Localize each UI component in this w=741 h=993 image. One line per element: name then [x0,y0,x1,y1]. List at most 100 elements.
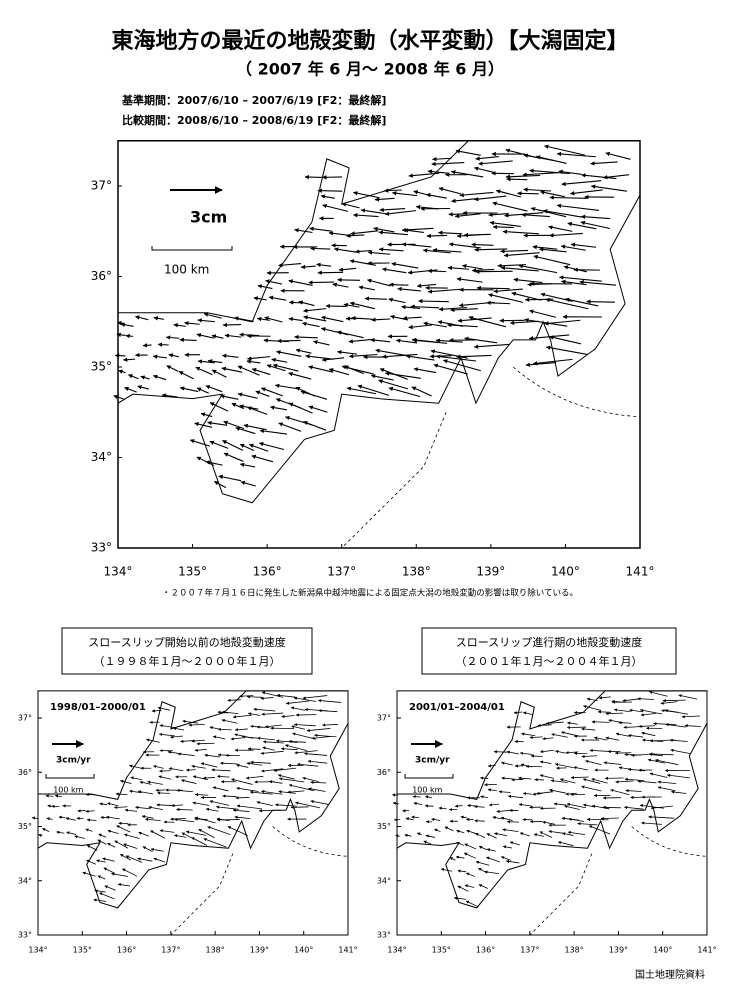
displacement-arrow [271,357,288,363]
displacement-arrow [532,244,558,250]
displacement-arrow [159,769,171,773]
displacement-arrow [179,337,197,343]
displacement-arrow [662,699,686,703]
displacement-arrow [260,696,274,700]
displacement-arrow [561,180,602,187]
displacement-arrow [221,710,239,715]
displacement-arrow [232,808,250,812]
displacement-arrow [492,816,502,820]
displacement-arrow [303,315,327,322]
displacement-arrow [115,792,128,796]
scale-arrow-label: 3cm/yr [56,756,91,766]
displacement-arrow [364,296,388,301]
displacement-arrow [278,790,296,794]
displacement-arrow [589,748,610,753]
displacement-arrow [665,723,686,728]
displacement-arrow [247,406,268,415]
displacement-arrow [332,282,349,288]
displacement-arrow [179,386,199,393]
displacement-arrow [184,320,200,326]
displacement-arrow [605,151,631,160]
displacement-arrow [138,831,150,837]
lon-label: 135° [73,946,92,955]
displacement-arrow [246,761,263,766]
displacement-arrow [106,815,120,820]
displacement-arrow [501,761,513,766]
period: 比較期間：2008/6/10 – 2008/6/19 [F2：最終解] [122,113,386,127]
displacement-arrow [447,265,470,271]
displacement-arrow [478,160,513,166]
displacement-arrow [494,832,508,837]
displacement-arrow [405,817,414,821]
displacement-arrow [106,802,119,807]
displacement-arrow [423,840,432,845]
displacement-arrow [624,805,644,810]
lat-label: 34° [18,876,32,885]
displacement-arrow [553,802,567,806]
displacement-arrow [189,439,210,447]
displacement-arrow [265,279,283,285]
displacement-arrow [405,354,435,361]
displacement-arrow [158,732,175,737]
displacement-arrow [204,753,220,758]
displacement-arrow [423,321,447,328]
displacement-arrow [51,804,60,808]
displacement-arrow [392,793,398,797]
displacement-arrow [379,207,406,213]
displacement-arrow [318,699,342,703]
displacement-arrow [664,709,689,715]
displacement-arrow [174,818,195,823]
displacement-arrow [498,790,511,794]
displacement-arrow [500,265,539,272]
caption: スロースリップ開始以前の地殻変動速度 [88,635,285,649]
displacement-arrow [401,242,432,248]
displacement-arrow [313,340,330,346]
displacement-arrow [539,774,555,779]
displacement-arrow [338,267,357,272]
displacement-arrow [86,845,98,851]
displacement-arrow [116,332,126,337]
lon-label: 141° [338,946,357,955]
displacement-arrow [140,375,150,380]
displacement-arrow [431,817,441,822]
displacement-arrow [392,801,399,805]
displacement-arrow [496,809,511,813]
displacement-arrow [487,788,497,792]
displacement-arrow [389,282,409,287]
displacement-arrow [247,356,271,361]
displacement-arrow [114,805,128,810]
displacement-arrow [239,462,256,468]
displacement-arrow [294,228,313,234]
displacement-arrow [569,189,603,196]
displacement-arrow [459,191,494,198]
displacement-arrow [488,293,524,303]
displacement-arrow [311,736,331,740]
displacement-arrow [395,834,400,838]
displacement-arrow [287,790,305,794]
displacement-arrow [45,794,54,798]
displacement-arrow [198,828,215,839]
displacement-arrow [159,724,176,729]
displacement-arrow [502,845,513,849]
lon-label: 137° [161,946,180,955]
displacement-arrow [268,780,283,784]
displacement-arrow [222,440,244,451]
displacement-arrow [473,805,485,809]
displacement-arrow [291,725,306,730]
displacement-arrow [548,225,573,232]
displacement-arrow [296,762,319,767]
displacement-arrow [460,815,468,819]
displacement-arrow [433,363,468,375]
displacement-arrow [270,726,295,730]
displacement-arrow [176,807,193,812]
displacement-arrow [103,867,116,874]
displacement-arrow [545,345,588,355]
displacement-arrow [408,172,440,178]
displacement-arrow [585,759,602,765]
displacement-arrow [509,841,520,846]
displacement-arrow [358,285,376,291]
displacement-arrow [671,790,687,794]
displacement-arrow [256,801,273,807]
displacement-arrow [549,232,583,238]
